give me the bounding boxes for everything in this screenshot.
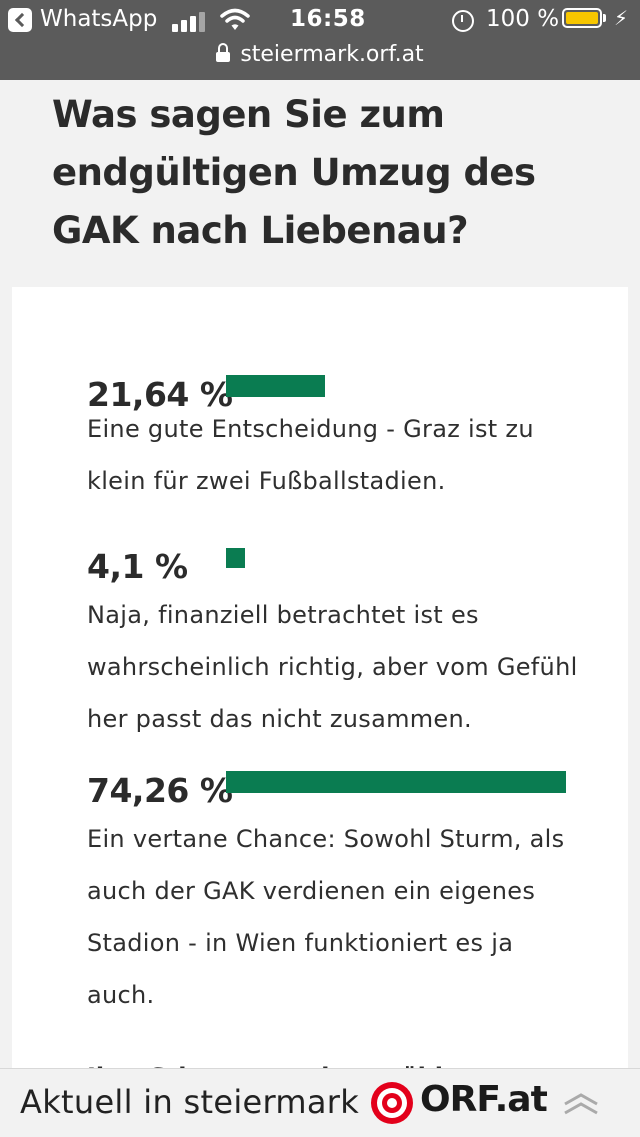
current-region-label[interactable]: Aktuell in steiermark (20, 1083, 360, 1121)
address-bar[interactable]: steiermark.orf.at (0, 42, 640, 67)
poll-question-heading: Was sagen Sie zum endgültigen Umzug des … (52, 93, 536, 252)
charging-bolt-icon: ⚡ (614, 6, 629, 30)
poll-option-percent: 21,64 % (87, 375, 233, 414)
alarm-icon (452, 10, 474, 32)
poll-option-text: Eine gute Entscheidung - Graz ist zu kle… (87, 415, 534, 495)
cellular-signal-icon (172, 10, 208, 32)
poll-result-bar (226, 771, 566, 793)
poll-option-percent: 74,26 % (87, 771, 233, 810)
poll-result-bar (226, 548, 245, 568)
double-chevron-up-icon[interactable] (562, 1091, 600, 1117)
bottom-navigation-bar: Aktuell in steiermark ORF.at (0, 1068, 640, 1137)
poll-option-percent: 4,1 % (87, 547, 188, 586)
battery-percentage: 100 % (486, 6, 560, 32)
back-arrow-icon[interactable] (8, 8, 32, 32)
url-text: steiermark.orf.at (240, 42, 424, 67)
back-to-app-label[interactable]: WhatsApp (40, 6, 158, 32)
lock-icon (216, 43, 231, 62)
battery-tip (603, 14, 606, 22)
orf-brand-label[interactable]: ORF.at (420, 1079, 548, 1120)
wifi-icon (220, 8, 250, 30)
clock-time: 16:58 (290, 6, 366, 32)
battery-icon (562, 8, 602, 28)
poll-option-text: Ein vertane Chance: Sowohl Sturm, als au… (87, 825, 565, 1009)
poll-option-text: Naja, finanziell betrachtet ist es wahrs… (87, 601, 578, 733)
status-bar: WhatsApp 16:58 100 % ⚡ steiermark.orf.at (0, 0, 640, 80)
orf-target-icon[interactable] (370, 1081, 414, 1125)
poll-result-bar (226, 375, 325, 397)
poll-results-card: 21,64 % Eine gute Entscheidung - Graz is… (12, 287, 628, 1087)
